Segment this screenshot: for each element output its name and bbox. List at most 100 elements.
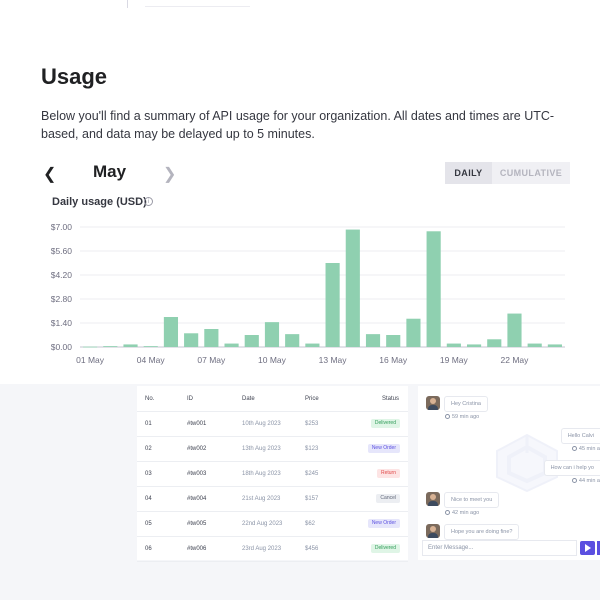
chevron-right-icon[interactable]: ❯	[163, 166, 177, 183]
cell-id: #tw005	[187, 521, 207, 527]
usage-bar[interactable]	[103, 346, 118, 347]
usage-bar[interactable]	[224, 343, 239, 347]
daily-tab[interactable]: DAILY	[445, 162, 492, 184]
table-row[interactable]: 04 #tw004 21st Aug 2023 $157 Cancel	[137, 487, 408, 512]
info-icon[interactable]: i	[144, 197, 153, 206]
cell-id: #tw002	[187, 446, 207, 452]
usage-bar[interactable]	[184, 333, 199, 347]
table-row[interactable]: 02 #tw002 13th Aug 2023 $123 New Order	[137, 437, 408, 462]
clock-icon	[445, 414, 450, 419]
status-badge: Delivered	[370, 544, 400, 553]
avatar	[426, 524, 440, 538]
status-badge: Return	[376, 469, 400, 478]
month-navigation: ❮ May ❯	[41, 160, 191, 186]
table-row[interactable]: 06 #tw006 23rd Aug 2023 $456 Delivered	[137, 537, 408, 562]
usage-bar[interactable]	[487, 339, 502, 347]
month-label: May	[93, 162, 127, 181]
usage-bar[interactable]	[83, 346, 98, 348]
send-button[interactable]	[580, 541, 595, 555]
chat-message: How can i help yo	[543, 460, 600, 476]
status-badge: Cancel	[376, 494, 400, 503]
clock-icon	[571, 446, 577, 451]
cell-price: $157	[305, 496, 319, 502]
cell-id: #tw001	[187, 421, 207, 427]
cell-id: #tw006	[187, 546, 207, 552]
cell-date: 22nd Aug 2023	[242, 521, 283, 527]
table-header: No. ID Date Price Status	[137, 386, 408, 412]
usage-bar[interactable]	[204, 329, 219, 347]
cell-price: $245	[305, 471, 319, 477]
chat-message: Hope you are doing fine?	[444, 524, 520, 540]
usage-bar[interactable]	[244, 335, 259, 347]
cell-no: 02	[145, 446, 152, 452]
cell-no: 05	[145, 521, 152, 527]
orders-table: No. ID Date Price Status 01 #tw001 10th Au…	[137, 386, 408, 562]
x-tick-label: 10 May	[258, 355, 287, 365]
x-tick-label: 22 May	[501, 355, 530, 365]
x-tick-label: 04 May	[137, 355, 166, 365]
x-tick-label: 07 May	[197, 355, 226, 365]
header-id: ID	[187, 396, 193, 402]
usage-bar[interactable]	[163, 317, 179, 347]
usage-bar[interactable]	[143, 346, 158, 347]
usage-bar[interactable]	[547, 344, 562, 347]
message-input[interactable]: Enter Message...	[422, 540, 577, 556]
y-tick-label: $5.60	[51, 246, 73, 256]
usage-bar[interactable]	[285, 334, 300, 347]
cell-no: 01	[145, 421, 152, 427]
status-badge: New Order	[367, 444, 400, 453]
x-tick-label: 13 May	[319, 355, 348, 365]
usage-bar[interactable]	[527, 343, 542, 347]
table-row[interactable]: 05 #tw005 22nd Aug 2023 $62 New Order	[137, 512, 408, 537]
usage-bar[interactable]	[507, 313, 522, 347]
cell-date: 21st Aug 2023	[242, 496, 281, 502]
chat-message: Nice to meet you	[444, 492, 500, 508]
cell-id: #tw003	[187, 471, 207, 477]
usage-bar[interactable]	[264, 322, 280, 347]
header-no: No.	[145, 396, 155, 402]
top-divider-line	[145, 6, 250, 7]
cell-price: $123	[305, 446, 319, 452]
header-price: Price	[305, 396, 319, 402]
message-time: 42 min ago	[445, 510, 479, 516]
chat-message: Hey Cristina	[444, 396, 488, 412]
message-time: 44 min a	[571, 478, 600, 484]
status-badge: Delivered	[370, 419, 400, 428]
avatar	[426, 396, 440, 410]
table-row[interactable]: 01 #tw001 10th Aug 2023 $253 Delivered	[137, 412, 408, 437]
page-description: Below you'll find a summary of API usage…	[41, 109, 555, 141]
cumulative-tab[interactable]: CUMULATIVE	[499, 168, 563, 178]
usage-bar[interactable]	[386, 335, 401, 347]
avatar	[426, 492, 440, 506]
y-tick-label: $4.20	[51, 270, 73, 280]
cell-no: 04	[145, 496, 152, 502]
usage-bar[interactable]	[325, 263, 340, 347]
message-time: 45 min a	[571, 446, 600, 452]
cell-date: 18th Aug 2023	[242, 471, 281, 477]
cell-price: $456	[305, 546, 319, 552]
cell-date: 23rd Aug 2023	[242, 546, 282, 552]
table-row[interactable]: 03 #tw003 18th Aug 2023 $245 Return	[137, 462, 408, 487]
usage-bar[interactable]	[345, 229, 360, 347]
cell-no: 06	[145, 546, 152, 552]
cell-id: #tw004	[187, 496, 207, 502]
usage-bar[interactable]	[466, 344, 482, 347]
usage-bar[interactable]	[305, 343, 320, 347]
usage-bar[interactable]	[123, 344, 138, 347]
usage-bar[interactable]	[426, 231, 441, 347]
chevron-left-icon[interactable]: ❮	[43, 166, 57, 183]
send-button-secondary[interactable]	[597, 541, 600, 555]
x-tick-label: 01 May	[76, 355, 105, 365]
x-tick-label: 19 May	[440, 355, 469, 365]
chat-panel: Hey Cristina 59 min ago Hello Calvi 45 min …	[418, 386, 600, 560]
y-tick-label: $1.40	[51, 318, 73, 328]
usage-bar[interactable]	[406, 318, 421, 347]
usage-bar[interactable]	[365, 334, 381, 347]
message-time: 59 min ago	[445, 414, 479, 420]
usage-bar[interactable]	[446, 343, 461, 347]
chat-message: Hello Calvi	[560, 428, 600, 444]
header-status: Status	[382, 396, 400, 402]
top-divider	[127, 0, 128, 8]
watermark-logo	[496, 433, 558, 493]
cell-no: 03	[145, 471, 152, 477]
